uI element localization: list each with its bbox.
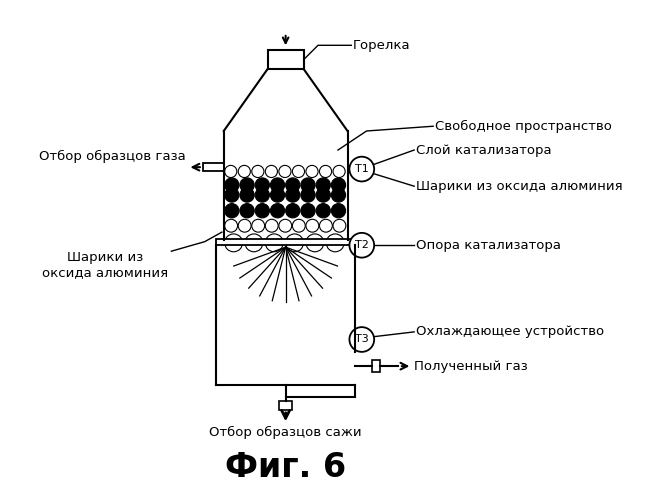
Text: Охлаждающее устройство: Охлаждающее устройство xyxy=(416,326,604,338)
Circle shape xyxy=(350,233,374,258)
Circle shape xyxy=(252,220,265,232)
Circle shape xyxy=(270,178,285,192)
Circle shape xyxy=(240,178,254,192)
Circle shape xyxy=(265,166,277,177)
Text: Горелка: Горелка xyxy=(354,39,411,52)
Circle shape xyxy=(350,156,374,182)
Text: Фиг. 6: Фиг. 6 xyxy=(225,450,346,484)
Circle shape xyxy=(285,204,300,218)
Circle shape xyxy=(224,204,239,218)
Circle shape xyxy=(285,178,300,192)
Circle shape xyxy=(285,188,300,202)
Circle shape xyxy=(255,188,269,202)
Circle shape xyxy=(326,234,344,252)
Bar xyxy=(372,360,380,372)
Text: Т3: Т3 xyxy=(355,334,369,344)
Circle shape xyxy=(350,327,374,352)
Text: Шарики из
оксида алюминия: Шарики из оксида алюминия xyxy=(42,251,169,279)
Text: Шарики из оксида алюминия: Шарики из оксида алюминия xyxy=(416,180,623,192)
Bar xyxy=(267,50,304,69)
Text: Отбор образцов сажи: Отбор образцов сажи xyxy=(209,426,362,439)
Circle shape xyxy=(270,204,285,218)
Circle shape xyxy=(279,166,291,177)
Circle shape xyxy=(316,188,330,202)
Circle shape xyxy=(293,220,305,232)
Circle shape xyxy=(316,204,330,218)
Text: Т2: Т2 xyxy=(355,240,369,250)
Circle shape xyxy=(270,188,285,202)
Circle shape xyxy=(320,166,332,177)
Circle shape xyxy=(238,220,251,232)
Circle shape xyxy=(293,166,305,177)
Circle shape xyxy=(240,204,254,218)
Circle shape xyxy=(301,204,315,218)
Text: Отбор образцов газа: Отбор образцов газа xyxy=(39,150,185,164)
Bar xyxy=(216,238,355,245)
Circle shape xyxy=(301,188,315,202)
Circle shape xyxy=(238,166,250,177)
Text: Слой катализатора: Слой катализатора xyxy=(416,144,551,156)
Circle shape xyxy=(316,178,330,192)
Circle shape xyxy=(224,166,237,177)
Circle shape xyxy=(240,188,254,202)
Text: Опора катализатора: Опора катализатора xyxy=(416,238,561,252)
Circle shape xyxy=(301,178,315,192)
Circle shape xyxy=(224,178,239,192)
Circle shape xyxy=(306,220,319,232)
Circle shape xyxy=(331,204,346,218)
Circle shape xyxy=(333,220,346,232)
Circle shape xyxy=(306,166,318,177)
Circle shape xyxy=(224,234,242,252)
Circle shape xyxy=(252,166,264,177)
Bar xyxy=(203,164,224,171)
Circle shape xyxy=(265,234,283,252)
Circle shape xyxy=(255,204,269,218)
Circle shape xyxy=(331,188,346,202)
Bar xyxy=(279,402,293,410)
Circle shape xyxy=(224,220,238,232)
Circle shape xyxy=(306,234,324,252)
Circle shape xyxy=(245,234,263,252)
Circle shape xyxy=(224,188,239,202)
Circle shape xyxy=(265,220,278,232)
Circle shape xyxy=(255,178,269,192)
Text: Полученный газ: Полученный газ xyxy=(414,360,528,372)
Circle shape xyxy=(285,234,303,252)
Text: Т1: Т1 xyxy=(355,164,369,174)
Text: Свободное пространство: Свободное пространство xyxy=(435,120,612,133)
Circle shape xyxy=(279,220,292,232)
Circle shape xyxy=(320,220,332,232)
Circle shape xyxy=(331,178,346,192)
Circle shape xyxy=(333,166,345,177)
